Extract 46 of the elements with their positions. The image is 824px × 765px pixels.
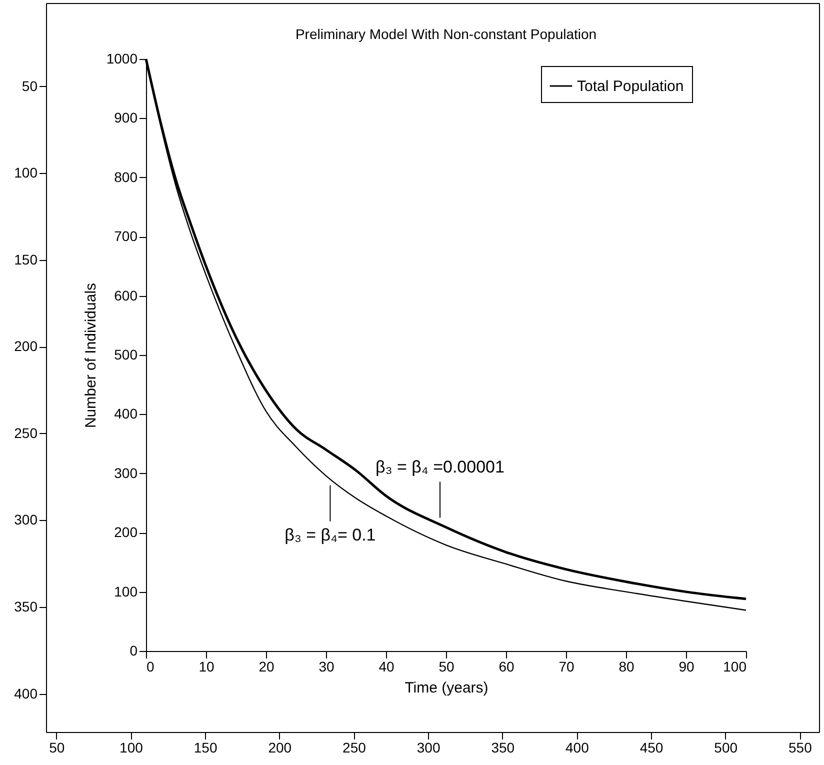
annotation: β₃ = β₄= 0.1 bbox=[284, 525, 376, 544]
x-tick-label: 20 bbox=[258, 658, 274, 674]
x-tick-label: 50 bbox=[49, 740, 65, 756]
x-tick-label: 400 bbox=[566, 740, 590, 756]
x-tick-label: 550 bbox=[788, 740, 812, 756]
x-tick-label: 150 bbox=[194, 740, 218, 756]
y-tick-label: 200 bbox=[114, 524, 138, 540]
y-tick-label: 500 bbox=[114, 346, 138, 362]
y-tick-label: 400 bbox=[14, 685, 38, 702]
x-tick-label: 350 bbox=[491, 740, 515, 756]
x-axis-title: Time (years) bbox=[404, 680, 488, 696]
y-tick-label: 1000 bbox=[106, 50, 138, 66]
y-tick-label: 100 bbox=[14, 164, 38, 181]
y-tick-label: 100 bbox=[114, 583, 138, 600]
x-tick-label: 60 bbox=[498, 658, 514, 674]
x-tick-label: 450 bbox=[640, 740, 664, 756]
annotation: β₃ = β₄ =0.00001 bbox=[376, 458, 504, 477]
y-tick-label: 350 bbox=[14, 598, 38, 615]
x-tick-label: 80 bbox=[618, 658, 634, 674]
y-tick-label: 600 bbox=[114, 287, 138, 304]
y-tick-label: 200 bbox=[14, 338, 38, 354]
y-tick-label: 300 bbox=[14, 512, 38, 528]
x-tick-label: 250 bbox=[342, 740, 366, 756]
x-tick-label: 50 bbox=[438, 658, 454, 674]
x-tick-label: 300 bbox=[416, 740, 440, 756]
chart-title: Preliminary Model With Non-constant Population bbox=[295, 26, 597, 42]
x-tick-label: 30 bbox=[318, 658, 334, 674]
y-tick-label: 700 bbox=[114, 228, 138, 244]
x-tick-label: 70 bbox=[558, 658, 574, 674]
x-tick-label: 100 bbox=[723, 658, 747, 674]
y-tick-label: 50 bbox=[22, 78, 38, 94]
x-tick-label: 200 bbox=[268, 740, 292, 756]
y-tick-label: 400 bbox=[114, 406, 138, 422]
y-tick-label: 800 bbox=[114, 168, 138, 185]
y-tick-label: 150 bbox=[14, 251, 38, 268]
y-tick-label: 300 bbox=[114, 464, 138, 481]
legend-label: Total Population bbox=[577, 78, 684, 95]
y-tick-label: 0 bbox=[130, 642, 138, 658]
x-tick-label: 90 bbox=[678, 658, 694, 674]
y-tick-label: 250 bbox=[14, 424, 38, 441]
y-tick-label: 900 bbox=[114, 110, 138, 126]
x-tick-label: 500 bbox=[714, 740, 738, 756]
y-axis-title: Number of Individuals bbox=[82, 282, 100, 428]
x-tick-label: 10 bbox=[198, 658, 214, 674]
x-tick-label: 40 bbox=[378, 658, 394, 674]
x-tick-label: 0 bbox=[146, 658, 154, 674]
